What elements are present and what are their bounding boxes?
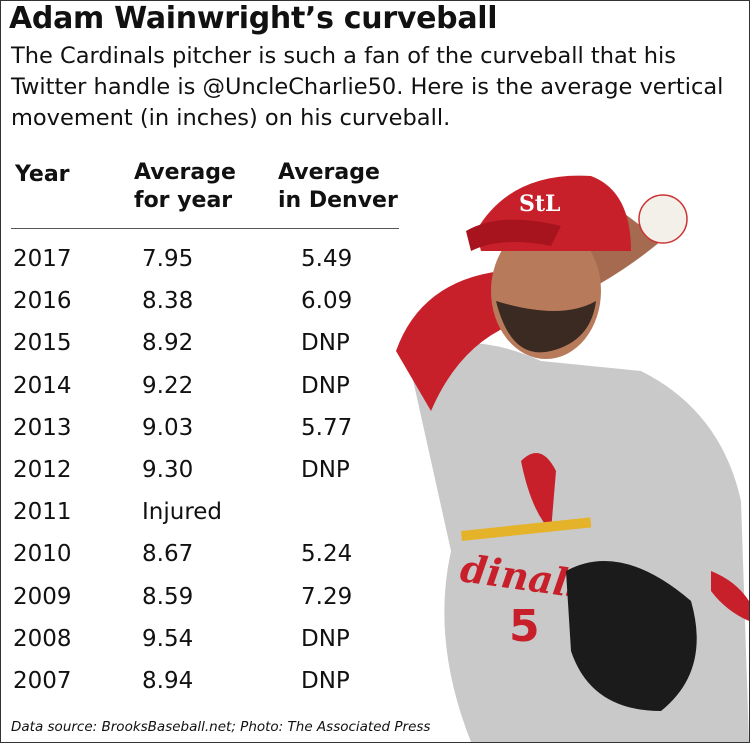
year-cell: 2016 xyxy=(13,288,72,315)
average-denver-cell: DNP xyxy=(301,372,350,399)
year-cell: 2008 xyxy=(13,625,72,652)
year-cell: 2009 xyxy=(13,583,72,610)
source-credit: Data source: BrooksBaseball.net; Photo: … xyxy=(11,719,431,735)
average-denver-cell: DNP xyxy=(301,668,350,694)
table-row: 2007 8.94 DNP xyxy=(1,668,401,710)
jersey-body xyxy=(411,343,749,742)
glove xyxy=(566,561,697,711)
average-denver-cell: DNP xyxy=(301,457,350,483)
average-year-cell: Injured xyxy=(142,499,223,526)
red-sleeve-right xyxy=(711,571,749,621)
col-header-average-denver: Average in Denver xyxy=(278,160,398,213)
average-denver-cell: 5.77 xyxy=(301,414,353,441)
table-row: 2010 8.67 5.24 xyxy=(1,541,401,583)
average-year-cell: 9.03 xyxy=(142,414,194,441)
year-cell: 2015 xyxy=(13,330,72,357)
average-year-cell: 7.95 xyxy=(142,246,194,272)
average-denver-cell: DNP xyxy=(301,625,350,652)
table-row: 2017 7.95 5.49 xyxy=(1,246,401,288)
year-cell: 2012 xyxy=(13,457,72,483)
bat-bar xyxy=(461,517,592,541)
table-row: 2015 8.92 DNP xyxy=(1,330,401,372)
average-year-cell: 9.30 xyxy=(142,457,194,483)
average-year-cell: 9.54 xyxy=(142,625,194,652)
year-cell: 2007 xyxy=(13,668,72,694)
table-row: 2008 9.54 DNP xyxy=(1,626,401,668)
table-row: 2009 8.59 7.29 xyxy=(1,584,401,626)
average-year-cell: 9.22 xyxy=(142,372,194,399)
cardinal-bird xyxy=(521,453,556,531)
baseball xyxy=(638,194,688,244)
average-year-cell: 8.59 xyxy=(142,583,194,610)
cap-brim xyxy=(466,219,561,251)
year-cell: 2011 xyxy=(13,499,72,526)
average-denver-cell: 6.09 xyxy=(301,288,353,315)
title: Adam Wainwright’s curveball xyxy=(9,1,498,36)
col-header-average-year: Average for year xyxy=(134,160,236,213)
table-row: 2012 9.30 DNP xyxy=(1,457,401,499)
year-cell: 2017 xyxy=(13,246,72,272)
year-cell: 2010 xyxy=(13,541,72,568)
red-sleeve xyxy=(396,271,521,411)
table-row: 2011 Injured xyxy=(1,499,401,541)
subtitle: The Cardinals pitcher is such a fan of t… xyxy=(11,43,724,131)
table-row: 2013 9.03 5.77 xyxy=(1,415,401,457)
col-header-year: Year xyxy=(15,162,70,187)
year-cell: 2013 xyxy=(13,414,72,441)
table-row: 2016 8.38 6.09 xyxy=(1,288,401,330)
pitcher-photo: StL dinals 5 xyxy=(396,175,749,742)
average-denver-cell: 5.24 xyxy=(301,541,353,568)
average-year-cell: 8.94 xyxy=(142,668,194,694)
beard xyxy=(496,301,596,353)
jersey-number: 5 xyxy=(509,601,540,652)
average-denver-cell: 7.29 xyxy=(301,583,353,610)
table-row: 2014 9.22 DNP xyxy=(1,373,401,415)
header-rule xyxy=(11,228,399,229)
average-denver-cell: DNP xyxy=(301,330,350,357)
average-year-cell: 8.92 xyxy=(142,330,194,357)
average-year-cell: 8.67 xyxy=(142,541,194,568)
year-cell: 2014 xyxy=(13,372,72,399)
average-year-cell: 8.38 xyxy=(142,288,194,315)
cap-logo: StL xyxy=(519,191,561,217)
average-denver-cell: 5.49 xyxy=(301,246,353,272)
